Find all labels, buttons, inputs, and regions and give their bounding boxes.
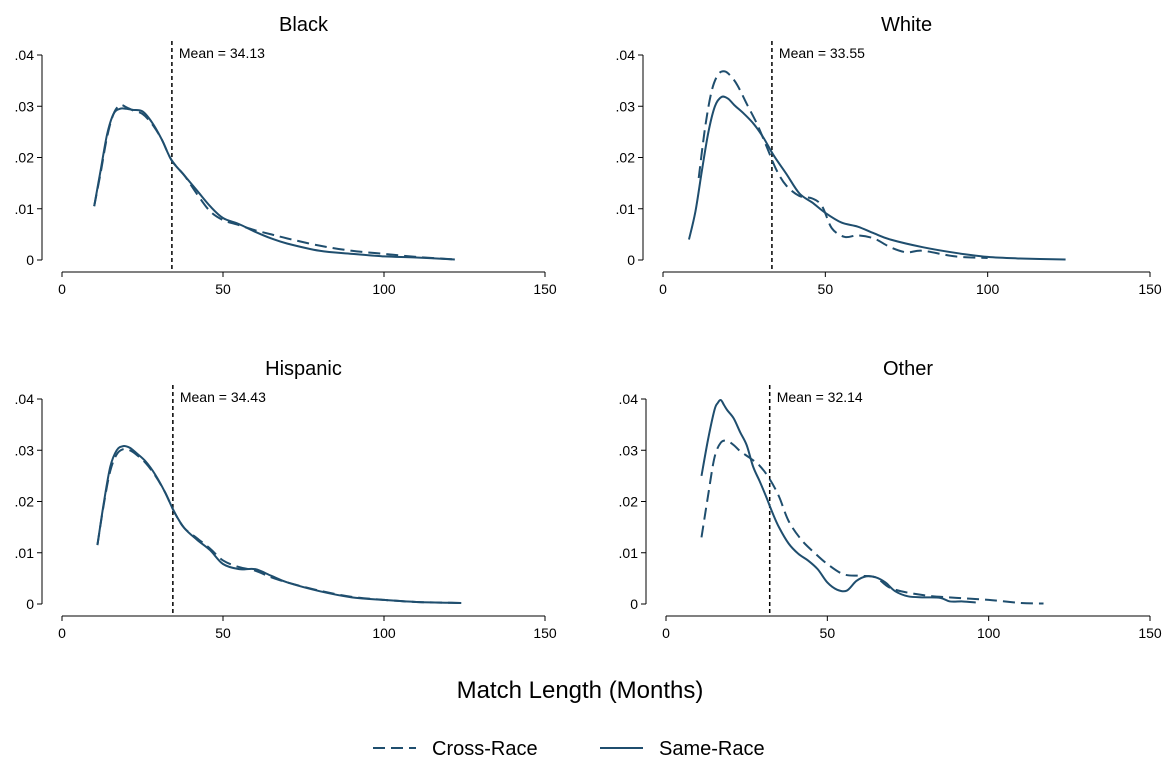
y-tick-label: 0 <box>26 596 34 612</box>
y-tick-label: .01 <box>619 545 639 561</box>
series-line-cross-race <box>93 103 455 261</box>
y-tick-label: .04 <box>616 47 636 63</box>
x-tick-label: 0 <box>659 281 667 297</box>
x-tick-label: 50 <box>215 625 231 641</box>
y-tick-label: .02 <box>15 494 35 510</box>
legend-item-cross-race: Cross-Race <box>373 738 538 760</box>
mean-label: Mean = 34.13 <box>179 45 265 61</box>
y-tick-label: 0 <box>26 252 34 268</box>
x-tick-label: 150 <box>1138 625 1162 641</box>
x-tick-label: 150 <box>1138 281 1162 297</box>
y-tick-label: .02 <box>619 494 639 510</box>
y-tick-label: .04 <box>15 391 35 407</box>
y-tick-label: 0 <box>630 596 638 612</box>
panel-other: Other 0 .01 .02 .03 .04 0 50 100 150 Mean = 32.14 <box>619 358 1162 641</box>
panel-white: White 0 .01 .02 .03 .04 0 50 100 150 Mean = 33.55 <box>616 14 1162 297</box>
legend-item-same-race: Same-Race <box>600 738 765 760</box>
y-tick-label: .01 <box>15 545 35 561</box>
series-line-same-race <box>700 398 976 604</box>
y-tick-label: .03 <box>616 98 636 114</box>
x-axis-label: Match Length (Months) <box>457 677 704 704</box>
series-line-same-race <box>96 445 462 604</box>
x-tick-label: 100 <box>977 625 1001 641</box>
y-tick-label: .01 <box>15 201 35 217</box>
legend-label: Cross-Race <box>432 738 538 760</box>
legend: Cross-Race Same-Race <box>373 738 765 760</box>
y-tick-label: .04 <box>619 391 639 407</box>
mean-label: Mean = 32.14 <box>777 389 863 405</box>
series-line-same-race <box>687 95 1066 261</box>
y-tick-label: .02 <box>616 150 636 166</box>
x-tick-label: 0 <box>58 625 66 641</box>
y-tick-label: .03 <box>15 442 35 458</box>
panel-title: Hispanic <box>265 358 342 380</box>
mean-label: Mean = 34.43 <box>180 389 266 405</box>
x-tick-label: 0 <box>662 625 670 641</box>
series-line-cross-race <box>96 447 462 604</box>
x-tick-label: 0 <box>58 281 66 297</box>
panel-title: Other <box>883 358 933 380</box>
y-tick-label: .03 <box>15 98 35 114</box>
y-tick-label: .04 <box>15 47 35 63</box>
panel-title: Black <box>279 14 329 36</box>
series-line-same-race <box>93 107 455 261</box>
panel-title: White <box>881 14 932 36</box>
y-tick-label: .02 <box>15 150 35 166</box>
x-tick-label: 100 <box>976 281 1000 297</box>
panel-black: Black 0 .01 .02 .03 .04 0 50 100 150 Mean = 34.13 <box>15 14 557 297</box>
x-tick-label: 150 <box>533 281 557 297</box>
x-tick-label: 100 <box>372 625 396 641</box>
x-tick-label: 50 <box>820 625 836 641</box>
y-tick-label: .03 <box>619 442 639 458</box>
y-tick-label: .01 <box>616 201 636 217</box>
x-tick-label: 50 <box>215 281 231 297</box>
mean-label: Mean = 33.55 <box>779 45 865 61</box>
legend-label: Same-Race <box>659 738 765 760</box>
x-tick-label: 100 <box>372 281 396 297</box>
x-tick-label: 50 <box>818 281 834 297</box>
x-tick-label: 150 <box>533 625 557 641</box>
series-line-cross-race <box>697 70 988 259</box>
y-tick-label: 0 <box>627 252 635 268</box>
series-line-cross-race <box>700 439 1044 605</box>
panel-hispanic: Hispanic 0 .01 .02 .03 .04 0 50 100 150 Mean = 34.… <box>15 358 557 641</box>
